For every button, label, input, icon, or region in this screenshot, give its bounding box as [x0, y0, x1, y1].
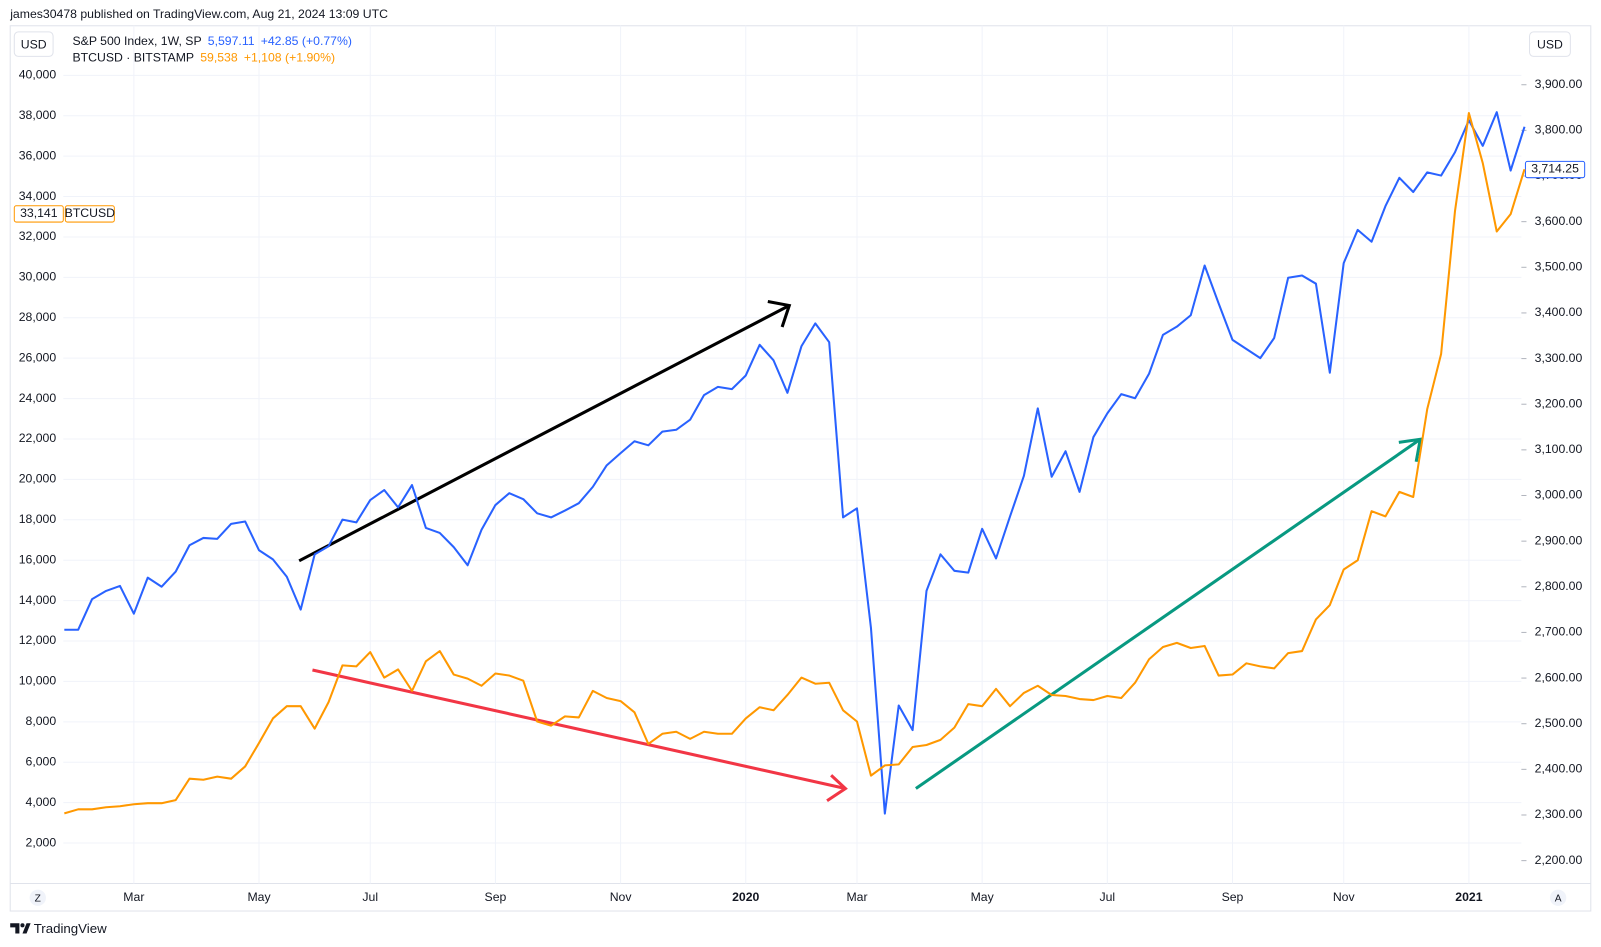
price-label: 33,141: [20, 206, 58, 220]
x-tick-label: Sep: [485, 890, 507, 904]
y2-tick-label: 3,100.00: [1535, 442, 1583, 456]
arrow-head: [767, 299, 792, 328]
y2-unit: USD: [1537, 37, 1563, 51]
y2-tick-label: 2,900.00: [1535, 533, 1583, 547]
y-tick-label: 26,000: [19, 350, 57, 364]
x-tick-label: Mar: [846, 890, 867, 904]
y-tick-label: 2,000: [26, 835, 57, 849]
button-label: A: [1555, 893, 1562, 904]
y2-tick-label: 3,600.00: [1535, 214, 1583, 228]
arrow-head: [826, 774, 848, 803]
legend: S&P 500 Index, 1W, SP 5,597.11 +42.85 (+0.…: [72, 34, 351, 64]
y2-tick-label: 3,300.00: [1535, 351, 1583, 365]
arrow: [298, 304, 790, 563]
y2-tick-label: 3,800.00: [1535, 123, 1583, 137]
x-tick-label: Jul: [362, 890, 378, 904]
y2-tick-label: 2,300.00: [1535, 807, 1583, 821]
x-tick-label: May: [971, 890, 995, 904]
price-tag-box: [64, 205, 115, 223]
unit-box[interactable]: [13, 31, 54, 57]
legend-entry: S&P 500 Index, 1W, SP 5,597.11 +42.85 (+0.…: [72, 34, 351, 48]
price-label: 3,714.25: [1531, 162, 1579, 176]
x-tick-label: Sep: [1222, 890, 1244, 904]
y2-tick-label: 2,500.00: [1535, 716, 1583, 730]
legend-last: 5,597.11: [208, 34, 255, 48]
legend-name: BTCUSD · BITSTAMP: [72, 51, 194, 65]
x-tick-label: Mar: [123, 890, 144, 904]
y2-tick-label: 3,200.00: [1535, 396, 1583, 410]
y2-tick-label: 3,400.00: [1535, 305, 1583, 319]
y-tick-label: 20,000: [19, 472, 57, 486]
y-tick-label: 8,000: [26, 714, 57, 728]
z-button[interactable]: [29, 889, 46, 906]
y-tick-label: 6,000: [26, 754, 57, 768]
arrow: [312, 668, 846, 790]
y2-tick-label: 2,400.00: [1535, 762, 1583, 776]
y-unit: USD: [21, 37, 47, 51]
x-tick-label: Nov: [610, 890, 633, 904]
y2-tick-label: 3,500.00: [1535, 260, 1583, 274]
series-line: [64, 111, 1526, 815]
legend-entry: BTCUSD · BITSTAMP 59,538 +1,108 (+1.90%): [72, 51, 335, 65]
x-tick-label: Nov: [1333, 890, 1356, 904]
y2-tick-label: 2,700.00: [1535, 625, 1583, 639]
y-tick-label: 10,000: [19, 674, 57, 688]
legend-last: 59,538: [200, 51, 238, 65]
x-tick-label: May: [247, 890, 271, 904]
grid: [63, 25, 1522, 884]
logo-mark: [10, 923, 31, 934]
arrow: [915, 438, 1422, 790]
y-tick-label: 24,000: [19, 391, 57, 405]
arrow-head: [1398, 437, 1423, 463]
y2-tick-label: 2,800.00: [1535, 579, 1583, 593]
y2-tick-label: 3,000.00: [1535, 488, 1583, 502]
y-tick-label: 22,000: [19, 431, 57, 445]
x-tick-label: 2021: [1455, 890, 1482, 904]
y-tick-label: 4,000: [26, 795, 57, 809]
footer: TradingView: [34, 921, 107, 936]
y2-tick-label: 2,200.00: [1535, 853, 1583, 867]
price-tag: BTCUSD: [65, 206, 116, 220]
legend-change: +42.85 (+0.77%): [261, 34, 352, 48]
annotations: [298, 299, 1423, 803]
x-tick-label: 2020: [732, 890, 759, 904]
y-tick-label: 18,000: [19, 512, 57, 526]
y-tick-label: 40,000: [19, 68, 57, 82]
y-tick-label: 16,000: [19, 552, 57, 566]
footer-logo: [10, 923, 31, 934]
x-tick-label: Jul: [1099, 890, 1115, 904]
logo-dot: [20, 923, 25, 928]
price-label-box: [13, 205, 64, 223]
y-tick-label: 34,000: [19, 189, 57, 203]
series-line: [64, 112, 1526, 815]
a-button[interactable]: [1549, 889, 1567, 906]
chart-frame: [9, 25, 1592, 912]
button-label: Z: [35, 893, 41, 904]
attribution: james30478 published on TradingView.com,…: [9, 7, 388, 21]
y-tick-label: 12,000: [19, 633, 57, 647]
y-tick-label: 28,000: [19, 310, 57, 324]
unit-box[interactable]: [1529, 31, 1571, 57]
price-label-box: [1524, 160, 1586, 179]
legend-change: +1,108 (+1.90%): [244, 51, 335, 65]
legend-name: S&P 500 Index, 1W, SP: [72, 34, 201, 48]
y-tick-label: 36,000: [19, 148, 57, 162]
y-tick-label: 32,000: [19, 229, 57, 243]
y2-tick-label: 3,900.00: [1535, 77, 1583, 91]
y2-tick-label: 2,600.00: [1535, 670, 1583, 684]
y-tick-label: 38,000: [19, 108, 57, 122]
y-tick-label: 14,000: [19, 593, 57, 607]
y-tick-label: 30,000: [19, 270, 57, 284]
